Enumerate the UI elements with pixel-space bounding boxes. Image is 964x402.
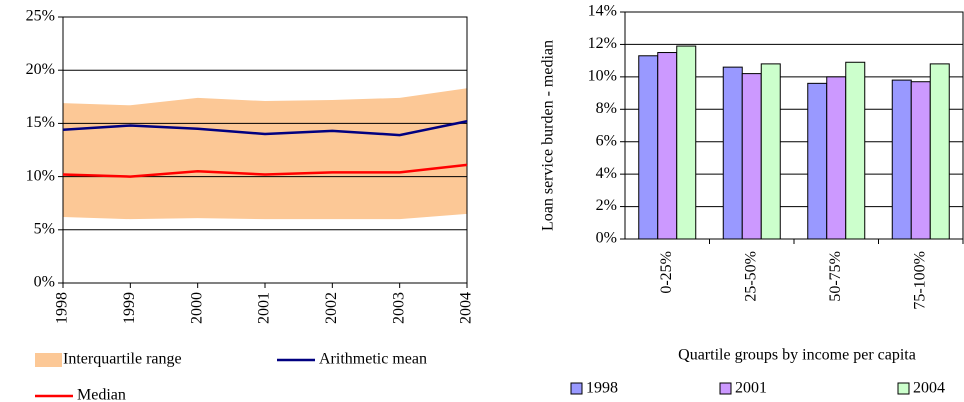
bar	[638, 55, 659, 240]
bar	[722, 66, 743, 240]
y-tick-label: 14%	[588, 3, 617, 20]
bar	[929, 63, 950, 240]
legend-swatch	[719, 382, 732, 395]
y-tick-label: 10%	[588, 68, 617, 85]
x-tick-label: 50-75%	[827, 251, 844, 302]
x-tick-label: 1999	[121, 292, 138, 324]
legend-label: 2001	[735, 380, 767, 397]
iqr-band	[63, 88, 467, 220]
y-tick-label: 4%	[596, 165, 617, 182]
y-tick-label: 8%	[596, 100, 617, 117]
legend-swatch	[570, 382, 583, 395]
x-tick-label: 75-100%	[911, 251, 928, 310]
series-line	[62, 163, 468, 178]
legend-swatch	[897, 382, 910, 395]
bar	[807, 82, 828, 240]
legend-label: Median	[77, 387, 126, 402]
y-tick-label: 15%	[26, 114, 55, 131]
series-line	[62, 120, 468, 137]
y-tick-label: 20%	[26, 61, 55, 78]
x-tick-label: 2003	[390, 292, 407, 324]
y-tick-label: 25%	[26, 8, 55, 25]
y-axis-title: Loan service burden - median	[540, 40, 557, 231]
legend-swatch	[35, 353, 62, 367]
bar	[741, 73, 762, 240]
y-tick-label: 2%	[596, 197, 617, 214]
x-tick-label: 2002	[323, 292, 340, 324]
x-tick-label: 2004	[458, 292, 475, 324]
bar	[910, 81, 931, 240]
bar	[657, 52, 678, 240]
x-tick-label: 0-25%	[658, 251, 675, 294]
x-tick-label: 2000	[188, 292, 205, 324]
y-tick-label: 12%	[588, 35, 617, 52]
bar	[760, 63, 781, 240]
bar	[891, 79, 912, 240]
y-tick-label: 10%	[26, 167, 55, 184]
y-tick-label: 0%	[34, 274, 55, 291]
bar	[676, 45, 697, 240]
legend-label: Arithmetic mean	[319, 351, 427, 368]
y-tick-label: 0%	[596, 230, 617, 247]
legend-label: Interquartile range	[63, 351, 182, 368]
x-tick-label: 25-50%	[742, 251, 759, 302]
x-axis-title: Quartile groups by income per capita	[678, 347, 916, 364]
legend-label: 1998	[586, 380, 618, 397]
x-tick-label: 2001	[256, 292, 273, 324]
y-tick-label: 6%	[596, 132, 617, 149]
y-tick-label: 5%	[34, 220, 55, 237]
legend-label: 2004	[913, 380, 945, 397]
bar	[845, 61, 866, 240]
bar	[826, 76, 847, 240]
x-tick-label: 1998	[54, 292, 71, 324]
